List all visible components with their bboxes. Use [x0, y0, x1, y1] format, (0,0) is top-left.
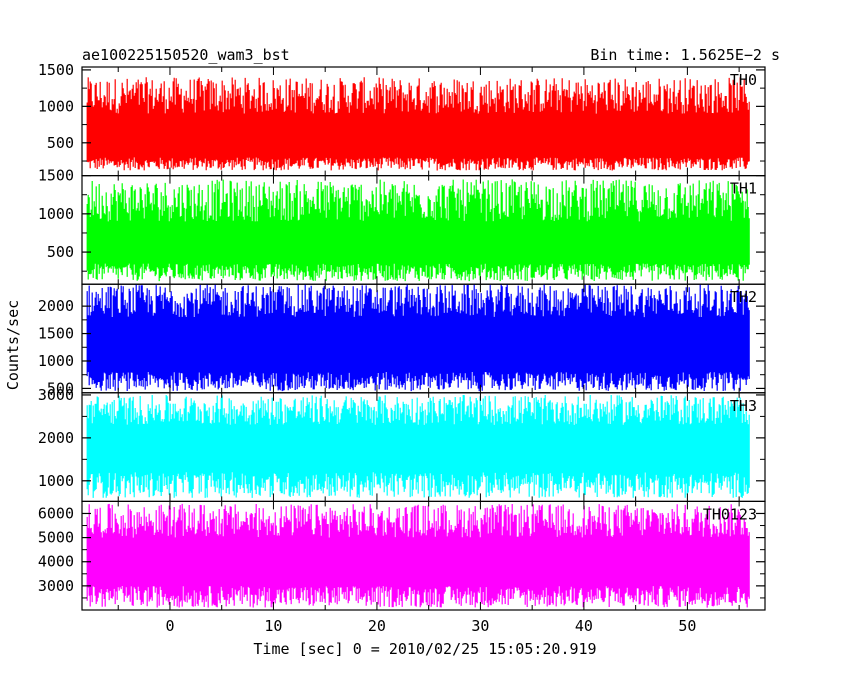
- y-tick-label: 2000: [38, 429, 74, 447]
- panel-th1: 500 1000 1500 TH1: [38, 167, 766, 285]
- x-axis: 0 10 20 30 40 50: [165, 617, 696, 635]
- y-tick-label: 500: [47, 134, 74, 152]
- panel-label: TH0123: [703, 505, 757, 523]
- panel-th0123: 3000 4000 5000 6000 TH0123: [38, 500, 766, 611]
- chart-title-left: ae100225150520_wam3_bst: [82, 46, 290, 64]
- x-tick-label: 0: [165, 617, 174, 635]
- y-tick-label: 5000: [38, 529, 74, 547]
- panel-label: TH0: [730, 71, 757, 89]
- series-th0-trace: [86, 77, 750, 171]
- x-tick-label: 50: [678, 617, 696, 635]
- y-tick-label: 6000: [38, 504, 74, 522]
- y-tick-label: 1000: [38, 352, 74, 370]
- series-th0123-trace: [86, 503, 750, 608]
- y-tick-label: 4000: [38, 553, 74, 571]
- y-tick-label: 1000: [38, 97, 74, 115]
- y-tick-label: 3000: [38, 577, 74, 595]
- y-tick-label: 2000: [38, 297, 74, 315]
- y-tick-label: 3000: [38, 386, 74, 404]
- y-tick-label: 500: [47, 243, 74, 261]
- x-axis-label: Time [sec] 0 = 2010/02/25 15:05:20.919: [253, 640, 596, 658]
- y-tick-label: 1500: [38, 167, 74, 185]
- panel-th3: 1000 2000 3000 TH3: [38, 386, 766, 502]
- x-tick-label: 10: [264, 617, 282, 635]
- y-axis-label: Counts/sec: [4, 300, 22, 390]
- panel-th2: 500 1000 1500 2000 TH2: [38, 283, 766, 397]
- series-th1-trace: [86, 179, 750, 282]
- series-th3-trace: [86, 395, 750, 498]
- panel-label: TH3: [730, 397, 757, 415]
- series-th2-trace: [86, 284, 750, 392]
- y-tick-label: 500: [47, 379, 74, 397]
- panel-label: TH2: [730, 288, 757, 306]
- y-tick-label: 1000: [38, 205, 74, 223]
- panel-th0: 500 1000 1500 TH0: [38, 61, 766, 177]
- x-tick-label: 20: [368, 617, 386, 635]
- x-tick-label: 40: [575, 617, 593, 635]
- y-tick-label: 1500: [38, 325, 74, 343]
- chart-title-right: Bin time: 1.5625E−2 s: [590, 46, 780, 64]
- panel-label: TH1: [730, 180, 757, 198]
- panels: 500 1000 1500 TH0 500 1000 1500 TH1 500 1000 1500 2…: [38, 61, 766, 611]
- panel-frame: [81, 500, 766, 611]
- y-tick-label: 1000: [38, 472, 74, 490]
- y-tick-label: 1500: [38, 61, 74, 79]
- x-tick-label: 30: [471, 617, 489, 635]
